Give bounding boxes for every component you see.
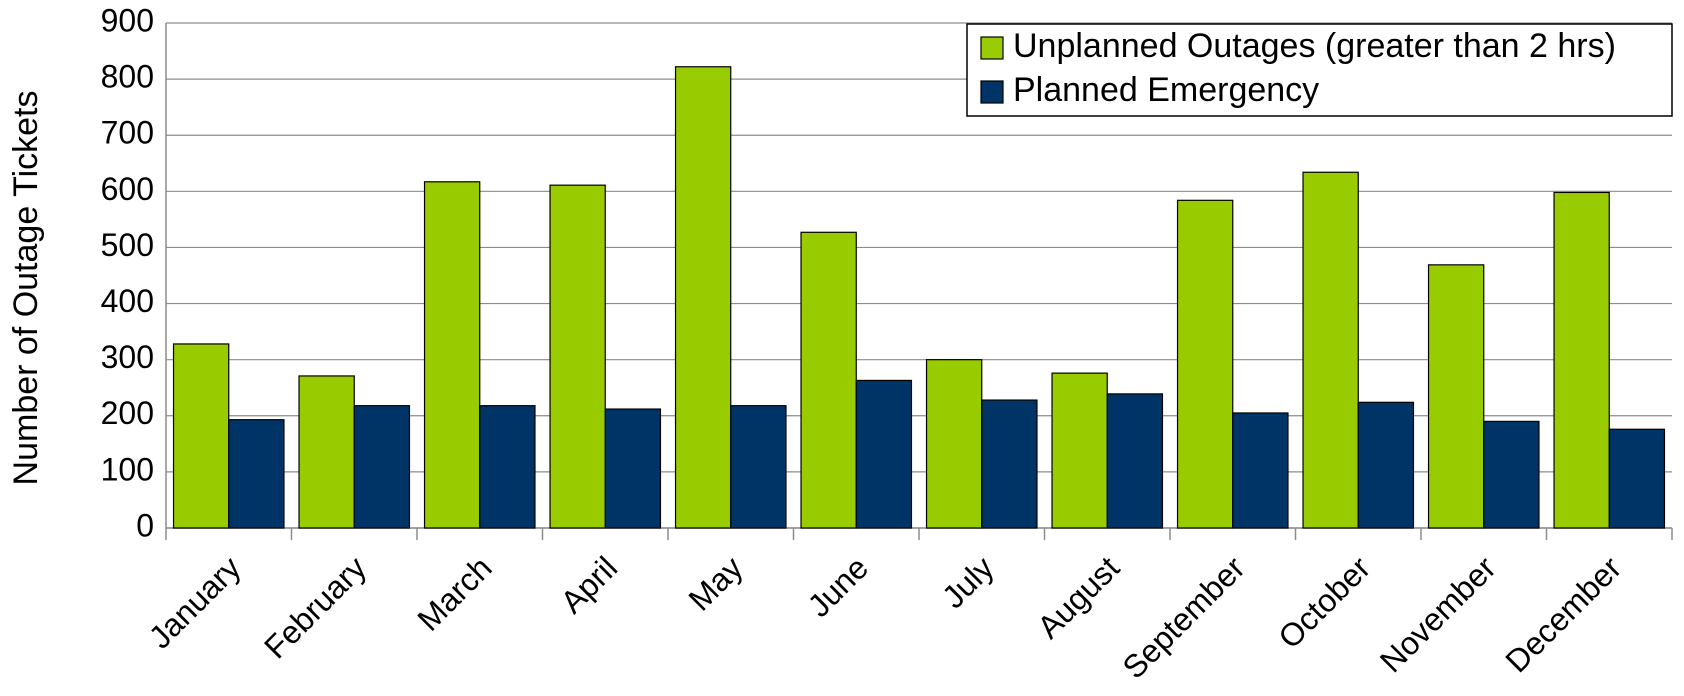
x-tick-label: January xyxy=(142,549,248,655)
y-tick-label: 100 xyxy=(101,451,154,487)
legend-swatch xyxy=(980,36,1004,60)
y-axis-title: Number of Outage Tickets xyxy=(7,91,45,486)
x-tick-label: December xyxy=(1498,549,1628,679)
bar xyxy=(730,405,787,529)
bar xyxy=(228,419,285,529)
x-tick-label: May xyxy=(681,549,749,617)
x-tick-label: November xyxy=(1373,549,1503,679)
legend-box xyxy=(966,23,1673,117)
y-tick-label: 800 xyxy=(101,59,154,95)
x-tick-label: August xyxy=(1030,549,1126,645)
x-tick-label: February xyxy=(257,549,373,665)
bar xyxy=(423,181,481,529)
bar xyxy=(549,184,606,529)
legend-label: Planned Emergency xyxy=(1013,71,1319,109)
y-tick-label: 400 xyxy=(101,283,154,319)
y-tick-label: 200 xyxy=(101,395,154,431)
y-tick-label: 500 xyxy=(101,227,154,263)
x-tick-label: September xyxy=(1116,549,1252,685)
y-tick-label: 900 xyxy=(101,2,154,38)
bar xyxy=(298,375,355,529)
x-tick-label: October xyxy=(1271,549,1377,655)
bar xyxy=(1051,372,1108,529)
bar xyxy=(800,231,857,529)
x-tick-label: April xyxy=(553,549,624,620)
bar xyxy=(1608,428,1666,529)
bar xyxy=(981,399,1038,529)
bar xyxy=(1483,420,1540,529)
bar xyxy=(1302,171,1359,529)
y-tick-label: 700 xyxy=(101,115,154,151)
x-tick-label: June xyxy=(801,549,876,624)
bar xyxy=(1427,264,1485,529)
y-tick-label: 300 xyxy=(101,339,154,375)
bar xyxy=(353,405,411,529)
x-tick-label: March xyxy=(410,549,498,637)
bar xyxy=(1357,401,1415,529)
bar xyxy=(479,405,536,529)
bar xyxy=(1553,191,1610,529)
bar xyxy=(855,379,913,529)
y-tick-label: 600 xyxy=(101,171,154,207)
bar xyxy=(1176,199,1234,529)
bar xyxy=(172,343,230,529)
bar xyxy=(674,66,732,529)
x-tick-label: July xyxy=(935,549,1001,615)
y-tick-label: 0 xyxy=(136,507,154,543)
legend-swatch xyxy=(980,80,1004,104)
bar xyxy=(925,359,983,529)
bar xyxy=(604,408,662,529)
bar xyxy=(1232,412,1289,529)
legend-label: Unplanned Outages (greater than 2 hrs) xyxy=(1013,27,1616,65)
bar xyxy=(1106,393,1164,529)
